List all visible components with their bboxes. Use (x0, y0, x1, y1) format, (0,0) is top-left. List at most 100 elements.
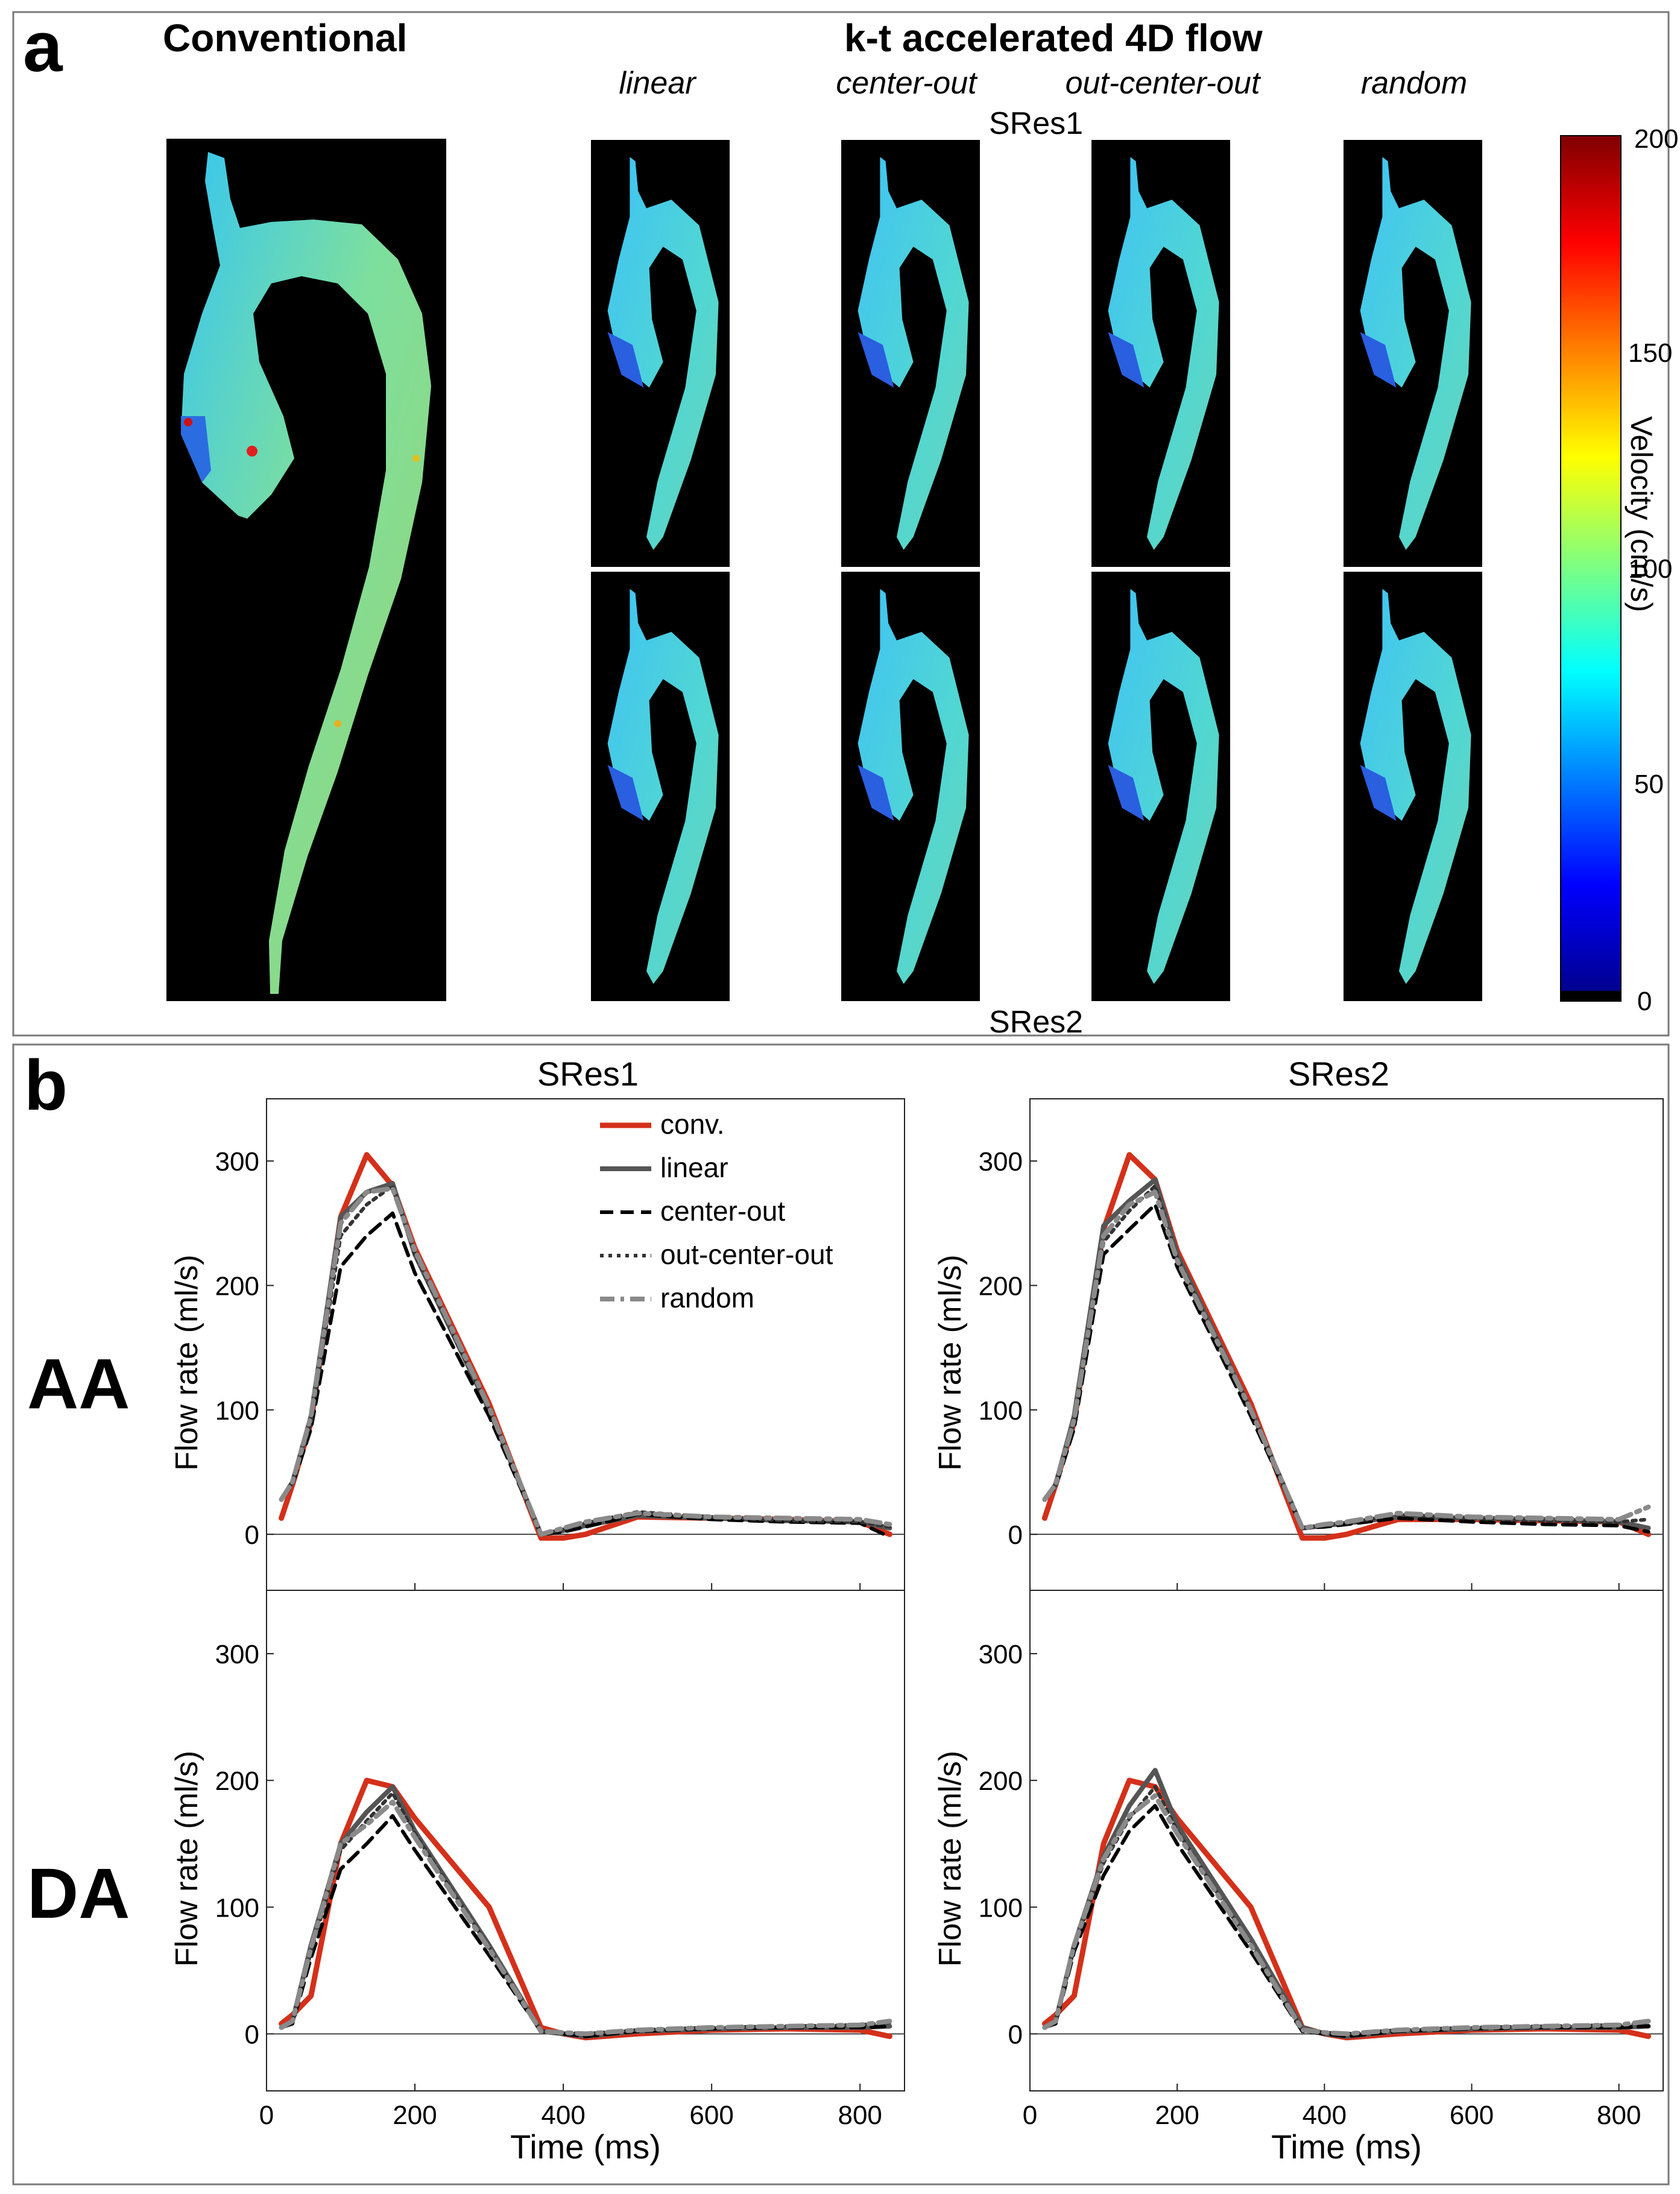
colorbar-label: Velocity (cm/s) (1625, 416, 1658, 612)
panel-b-frame (12, 1043, 1670, 2186)
series-line-center-out (279, 1814, 892, 2038)
x-tick-label: 400 (1303, 2101, 1347, 2130)
kt-image-linear-sres1 (591, 140, 730, 567)
pattern-label-out-center-out: out-center-out (1066, 66, 1262, 101)
plot-aa-sres2: 0 100 200 300 Flow rate (ml/s) (933, 1098, 1664, 1591)
colorbar-tick-0: 0 (1637, 987, 1652, 1016)
y-tick-label: 100 (215, 1396, 259, 1426)
x-tick-label: 600 (689, 2101, 733, 2130)
kt-image-root (1108, 765, 1145, 821)
colorbar-tick-100: 100 (1628, 554, 1672, 584)
row-label-aa: AA (27, 1344, 130, 1424)
series-line-center-out (1043, 1203, 1650, 1534)
kt-image-center-out-sres1 (841, 140, 980, 567)
plot-aa-sres1: 0 100 200 300 Flow rate (ml/s) conv. linear cen… (169, 1098, 905, 1591)
kt-title: k-t accelerated 4D flow (844, 16, 1263, 60)
legend-label: center-out (660, 1195, 785, 1227)
y-tick-label: 100 (979, 1893, 1023, 1923)
x-tick-label: 0 (1023, 2101, 1037, 2130)
kt-image-root (607, 765, 644, 821)
row-label-sres1: SRes1 (989, 106, 1083, 141)
plot-frame (266, 1590, 905, 2091)
kt-image-aorta (1108, 157, 1219, 550)
column-title-sres2: SRes2 (1288, 1055, 1389, 1093)
kt-image-aorta (1108, 589, 1219, 984)
y-tick-label: 0 (1008, 1520, 1023, 1550)
x-axis-label: Time (ms) (510, 2128, 661, 2166)
x-tick-label: 200 (393, 2101, 437, 2130)
y-tick-label: 100 (979, 1396, 1023, 1426)
kt-image-out-center-out-sres1 (1091, 140, 1230, 567)
column-title-sres1: SRes1 (537, 1055, 639, 1093)
y-axis-label: Flow rate (ml/s) (933, 1254, 968, 1470)
plot-frame (1029, 1590, 1664, 2091)
legend-label: random (660, 1282, 754, 1314)
series-line-random (1042, 1189, 1651, 1531)
kt-image-out-center-out-sres2 (1091, 572, 1230, 1001)
series-line-random (279, 1186, 892, 1537)
series-line-random (279, 1799, 892, 2037)
kt-image-root (607, 332, 644, 388)
y-axis-label: Flow rate (ml/s) (933, 1751, 968, 1967)
colorbar (1560, 135, 1622, 1002)
kt-image-linear-sres2 (591, 572, 730, 1001)
series-line-out-center-out (279, 1791, 892, 2036)
conventional-image (166, 139, 446, 1001)
kt-image-root (1360, 765, 1397, 821)
x-axis-label: Time (ms) (1271, 2128, 1422, 2166)
pattern-label-linear: linear (619, 66, 697, 101)
series-line-conv (1041, 1777, 1652, 2041)
kt-image-aorta (857, 589, 969, 984)
y-tick-label: 0 (245, 1520, 259, 1550)
x-tick-label: 600 (1450, 2101, 1494, 2130)
kt-image-root (857, 765, 894, 821)
conventional-title: Conventional (163, 16, 407, 60)
x-tick-label: 0 (259, 2101, 274, 2130)
series-line-random (1042, 1793, 1651, 2037)
plot-da-sres1: 0 100 200 300 Flow rate (ml/s) 0 200 400 600 800 T… (169, 1590, 905, 2166)
kt-image-random-sres2 (1344, 572, 1482, 1001)
series-line-out-center-out (1043, 1184, 1650, 1530)
pattern-label-center-out: center-out (836, 66, 978, 101)
row-label-da: DA (27, 1854, 130, 1933)
series-line-center-out (1043, 1804, 1650, 2038)
kt-image-aorta (1360, 589, 1471, 984)
pattern-label-random: random (1361, 66, 1467, 101)
y-tick-label: 300 (215, 1147, 259, 1177)
kt-image-aorta (607, 157, 719, 550)
series-line-linear (279, 1784, 892, 2039)
y-axis-label: Flow rate (ml/s) (169, 1751, 204, 1967)
y-tick-label: 200 (215, 1271, 259, 1301)
kt-image-aorta (1360, 157, 1471, 550)
kt-image-random-sres1 (1344, 140, 1482, 567)
legend-label: linear (660, 1152, 728, 1183)
x-tick-label: 200 (1155, 2101, 1199, 2130)
y-tick-label: 100 (215, 1893, 259, 1923)
series-line-conv (279, 1152, 892, 1541)
y-tick-label: 0 (245, 2020, 259, 2049)
x-tick-label: 800 (1597, 2101, 1641, 2130)
y-tick-label: 200 (215, 1766, 259, 1796)
kt-image-aorta (857, 157, 969, 550)
kt-image-center-out-sres2 (841, 572, 980, 1001)
x-tick-label: 800 (838, 2101, 882, 2130)
series-line-linear (279, 1181, 892, 1537)
panel-a-letter: a (23, 7, 63, 87)
panel-a-frame (12, 11, 1670, 1037)
series-line-out-center-out (279, 1184, 892, 1537)
row-label-sres2: SRes2 (989, 1005, 1083, 1040)
colorbar-tick-200: 200 (1634, 124, 1678, 154)
series-line-linear (1042, 1177, 1651, 1531)
y-tick-label: 0 (1008, 2020, 1023, 2049)
y-tick-label: 200 (979, 1766, 1023, 1796)
y-tick-label: 300 (979, 1147, 1023, 1177)
panel-b-letter: b (24, 1046, 68, 1125)
series-line-conv (1041, 1152, 1652, 1541)
kt-image-aorta (607, 589, 719, 984)
colorbar-tick-150: 150 (1628, 338, 1672, 368)
kt-image-root (1108, 332, 1145, 388)
legend-label: conv. (660, 1108, 725, 1140)
plot-da-sres2: 0 100 200 300 Flow rate (ml/s) 0 200 400 600 800 T… (933, 1590, 1664, 2166)
y-axis-label: Flow rate (ml/s) (169, 1254, 204, 1470)
